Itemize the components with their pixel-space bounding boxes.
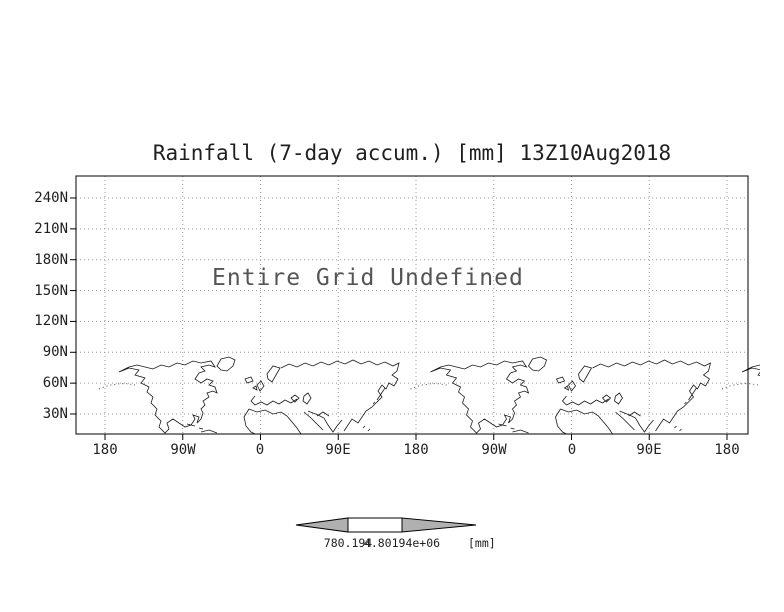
x-tick-label: 180 [714, 442, 740, 458]
y-tick-label: 150N [34, 283, 68, 299]
plot-title: Rainfall (7-day accum.) [mm] 13Z10Aug201… [152, 141, 672, 165]
x-tick-label: 90E [325, 442, 351, 458]
undefined-grid-annotation: Entire Grid Undefined [212, 265, 524, 291]
colorbar: 780.194 4.80194e+06 [mm] [295, 517, 496, 550]
x-tick-label: 90W [170, 442, 196, 458]
axis-ticks [70, 197, 728, 440]
colorbar-tick-label: 780.194 [324, 536, 373, 550]
x-tick-label: 180 [92, 442, 118, 458]
x-tick-label: 0 [567, 442, 577, 458]
y-tick-label: 210N [34, 221, 68, 237]
colorbar-right-arrow-icon [401, 517, 477, 533]
y-tick-label: 180N [34, 252, 68, 268]
colorbar-box [347, 517, 403, 533]
x-tick-label: 0 [255, 442, 265, 458]
colorbar-unit-label: [mm] [468, 536, 496, 550]
y-tick-label: 120N [34, 313, 68, 329]
y-tick-label: 240N [34, 190, 68, 206]
x-tick-label: 180 [403, 442, 429, 458]
x-tick-label: 90E [636, 442, 662, 458]
colorbar-left-arrow-icon [295, 517, 349, 533]
y-tick-label: 30N [42, 406, 68, 422]
map-plot [70, 175, 760, 440]
grid-lines [76, 176, 748, 434]
plot-border [75, 175, 749, 435]
y-tick-label: 60N [42, 375, 68, 391]
x-tick-label: 90W [481, 442, 507, 458]
coastline-map [98, 356, 760, 435]
colorbar-tick-label: 4.80194e+06 [364, 536, 440, 550]
y-tick-label: 90N [42, 344, 68, 360]
